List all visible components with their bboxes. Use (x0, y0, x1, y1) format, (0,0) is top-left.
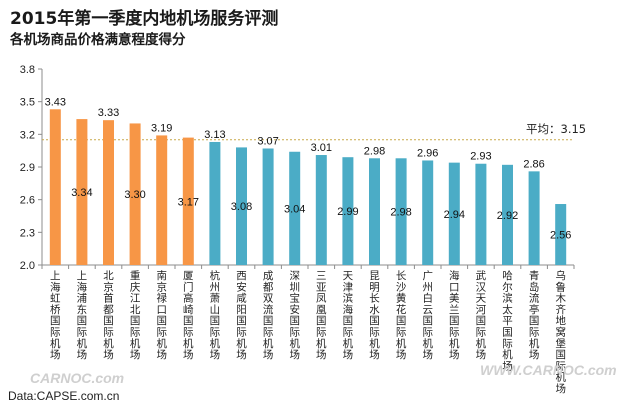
x-tick-label: 长沙黄花国际机场 (396, 270, 407, 361)
x-tick-label: 南京禄口国际机场 (156, 269, 167, 361)
bar (182, 137, 194, 265)
x-tick-label: 海口美兰国际机场 (449, 269, 460, 361)
value-label: 2.96 (417, 147, 438, 159)
bar (129, 123, 141, 265)
value-label: 3.08 (231, 201, 252, 213)
value-label: 3.43 (45, 96, 66, 108)
value-label: 3.04 (284, 203, 305, 215)
value-label: 2.99 (337, 206, 358, 218)
bar (156, 135, 168, 265)
bar (49, 109, 61, 266)
value-label: 2.93 (470, 151, 491, 163)
value-label: 3.34 (71, 187, 92, 199)
x-tick-label: 昆明长水国际机场 (369, 270, 380, 361)
bar (342, 157, 354, 265)
x-tick-label: 重庆江北国际机场 (130, 269, 141, 361)
bar (76, 119, 88, 265)
bar (475, 163, 487, 265)
value-label: 2.92 (497, 210, 518, 222)
y-tick-label: 2.0 (20, 260, 35, 272)
x-tick-label: 青岛流亭国际机场 (529, 269, 540, 361)
value-label: 2.98 (364, 145, 385, 157)
value-label: 2.98 (390, 207, 411, 219)
value-labels: 3.43 3.34 3.33 3.30 3.19 3.17 3.13 3.08 3.07 3.04… (45, 96, 572, 241)
y-tick-label: 2.3 (20, 227, 35, 239)
y-tick-label: 2.9 (20, 162, 35, 174)
x-tick-label: 成都双流国际机场 (263, 270, 274, 361)
chart-subtitle: 各机场商品价格满意程度得分 (10, 32, 186, 48)
value-label: 2.86 (523, 158, 544, 170)
x-tick-label: 天津滨海国际机场 (343, 270, 354, 361)
bar (422, 160, 434, 265)
data-source: Data:CAPSE.com.cn (8, 389, 120, 403)
x-tick-label: 杭州萧山国际机场 (210, 269, 221, 361)
bar (289, 151, 301, 265)
bar (448, 162, 460, 265)
y-tick-label: 3.5 (20, 97, 35, 109)
bar (209, 141, 221, 265)
watermark-left: CARNOC.com (30, 370, 125, 386)
chart-title: 2015年第一季度内地机场服务评测 (10, 9, 279, 29)
bar (555, 204, 567, 265)
x-tick-label: 深圳宝安国际机场 (289, 270, 300, 361)
bars (49, 109, 567, 266)
average-line-group: 平均：3.15 (42, 122, 586, 141)
value-label: 3.13 (204, 129, 225, 141)
watermark-right: WWW.CARNOC.com (480, 362, 617, 378)
value-label: 2.94 (444, 209, 465, 221)
value-label: 3.01 (311, 142, 332, 154)
x-tick-label: 上海浦东国际机场 (77, 270, 88, 361)
bar (369, 158, 380, 265)
y-tick-label: 3.2 (20, 129, 35, 141)
value-label: 3.19 (151, 122, 172, 134)
bar (236, 147, 247, 265)
bar (502, 164, 513, 265)
value-label: 2.56 (550, 230, 571, 242)
value-label: 3.33 (98, 107, 119, 119)
value-label: 3.30 (124, 189, 145, 201)
x-tick-label: 武汉天河国际机场 (476, 269, 487, 361)
x-tick-label: 西安咸阳国际机场 (236, 270, 247, 361)
value-label: 3.17 (178, 196, 199, 208)
average-label: 平均：3.15 (526, 122, 586, 136)
value-label: 3.07 (257, 135, 278, 147)
y-tick-label: 2.6 (20, 195, 35, 207)
bar (528, 171, 540, 265)
bar (262, 148, 274, 265)
bar (315, 155, 327, 265)
x-tick-label: 北京首都国际机场 (103, 270, 114, 361)
x-tick-labels: 上海虹桥国际机场 上海浦东国际机场 北京首都国际机场 重庆江北国际机场 南京禄口国际机场… (50, 269, 566, 395)
x-tick-label: 厦门高崎国际机场 (183, 270, 194, 361)
x-tick-label: 广州白云国际机场 (422, 270, 433, 361)
x-tick-label: 哈尔滨太平国际机场 (502, 269, 513, 372)
bar (103, 120, 114, 265)
bar (395, 158, 407, 265)
x-tick-label: 乌鲁木齐地窝堡国际机场 (555, 269, 566, 395)
x-tick-label: 三亚凤凰国际机场 (316, 270, 327, 361)
y-tick-label: 3.8 (20, 64, 35, 76)
x-tick-label: 上海虹桥国际机场 (50, 270, 61, 361)
